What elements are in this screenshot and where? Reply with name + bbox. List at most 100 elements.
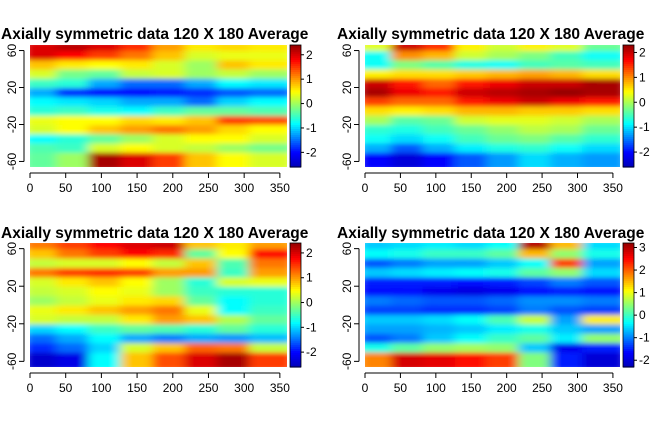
x-tick-label: 50 bbox=[394, 381, 408, 395]
x-tick-label: 200 bbox=[497, 181, 517, 195]
colorbar-segment bbox=[290, 251, 301, 254]
colorbar-segment bbox=[290, 309, 301, 312]
colorbar-segment bbox=[623, 333, 634, 337]
x-tick-label: 50 bbox=[59, 381, 73, 395]
colorbar-segment bbox=[623, 61, 634, 64]
colorbar-segment bbox=[623, 152, 634, 156]
colorbar-segment bbox=[290, 340, 301, 343]
colorbar-segment bbox=[290, 346, 301, 349]
colorbar-tick-label: -1 bbox=[306, 320, 317, 334]
colorbar-segment bbox=[623, 305, 634, 308]
axes: 0 50 100 150 200 250 300 350 -60 -20 20 60 bbox=[340, 242, 623, 395]
colorbar-segment bbox=[623, 158, 634, 162]
colorbar-segment bbox=[290, 164, 301, 168]
colorbar-segment bbox=[623, 296, 634, 300]
colorbar-segment bbox=[623, 338, 634, 341]
x-tick-label: 350 bbox=[603, 381, 623, 395]
x-tick-label: 350 bbox=[270, 181, 290, 195]
colorbar-segment bbox=[290, 116, 301, 119]
heatmap-panel-bottom-right: Axially symmetric data 120 X 180 Average… bbox=[337, 225, 650, 395]
colorbar-frame bbox=[289, 44, 302, 168]
colorbar-segment bbox=[623, 85, 634, 89]
x-tick-label: 150 bbox=[461, 181, 481, 195]
colorbar-segment bbox=[290, 79, 301, 83]
colorbar-segment bbox=[290, 128, 301, 131]
colorbar-segment bbox=[290, 49, 301, 52]
axes: 0 50 100 150 200 250 300 350 -60 -20 20 60 bbox=[340, 44, 623, 195]
colorbar-segment bbox=[623, 346, 634, 349]
colorbar-segment bbox=[623, 87, 634, 91]
colorbar-segment bbox=[623, 309, 634, 312]
colorbar-segment bbox=[290, 150, 301, 154]
colorbar-segment bbox=[290, 352, 301, 356]
colorbar-segment bbox=[623, 47, 634, 50]
y-tick-label: -20 bbox=[5, 115, 19, 133]
y-tick-label: 20 bbox=[5, 279, 19, 293]
x-tick-label: 0 bbox=[362, 181, 369, 195]
colorbar-segment bbox=[623, 321, 634, 325]
x-tick-label: 150 bbox=[127, 381, 147, 395]
colorbar-segment bbox=[623, 130, 634, 134]
colorbar-segment bbox=[623, 116, 634, 119]
x-tick-label: 0 bbox=[362, 381, 369, 395]
colorbar-segment bbox=[623, 67, 634, 70]
x-tick-label: 300 bbox=[567, 181, 587, 195]
colorbar-segment bbox=[623, 164, 634, 168]
colorbar-segment bbox=[290, 333, 301, 337]
y-tick-label: 20 bbox=[340, 279, 354, 293]
colorbar-tick-label: 0 bbox=[306, 296, 313, 310]
colorbar-segment bbox=[623, 276, 634, 279]
colorbar-segment bbox=[290, 364, 301, 368]
colorbar-segment bbox=[623, 89, 634, 93]
panel-title: Axially symmetric data 120 X 180 Average bbox=[337, 225, 645, 242]
colorbar-segment bbox=[623, 284, 634, 287]
colorbar-segment bbox=[623, 315, 634, 318]
colorbar-segment bbox=[623, 122, 634, 125]
colorbar-segment bbox=[623, 55, 634, 58]
colorbar-segment bbox=[290, 154, 301, 158]
colorbar-segment bbox=[290, 267, 301, 271]
x-tick-label: 200 bbox=[497, 381, 517, 395]
colorbar-segment bbox=[623, 292, 634, 296]
colorbar-segment bbox=[290, 327, 301, 331]
colorbar-segment bbox=[623, 286, 634, 290]
colorbar-tick-label: 0 bbox=[306, 97, 313, 111]
colorbar-segment bbox=[623, 51, 634, 54]
colorbar-segment bbox=[290, 122, 301, 125]
colorbar-segment bbox=[290, 274, 301, 277]
colorbar-segment bbox=[290, 108, 301, 111]
colorbar-segment bbox=[290, 67, 301, 70]
colorbar-segment bbox=[290, 261, 301, 265]
colorbar-segment bbox=[623, 124, 634, 127]
colorbar-segment bbox=[623, 280, 634, 283]
colorbar-segment bbox=[623, 274, 634, 277]
axes: 0 50 100 150 200 250 300 350 -60 -20 20 60 bbox=[5, 242, 290, 395]
colorbar-segment bbox=[290, 132, 301, 136]
colorbar-segment bbox=[290, 69, 301, 73]
colorbar-segment bbox=[623, 162, 634, 166]
colorbar-segment bbox=[290, 338, 301, 341]
x-tick-label: 150 bbox=[461, 381, 481, 395]
colorbar-segment bbox=[623, 265, 634, 269]
colorbar-segment bbox=[623, 300, 634, 304]
colorbar-segment bbox=[290, 269, 301, 273]
colorbar-segment bbox=[290, 356, 301, 360]
colorbar-segment bbox=[290, 313, 301, 316]
colorbar-segment bbox=[290, 276, 301, 279]
colorbar-segment bbox=[290, 45, 301, 48]
colorbar-segment bbox=[290, 342, 301, 345]
colorbar-tick-label: 2 bbox=[639, 263, 646, 277]
colorbar-segment bbox=[623, 97, 634, 101]
colorbar-segment bbox=[290, 280, 301, 283]
colorbar-segment bbox=[290, 99, 301, 103]
colorbar-segment bbox=[623, 148, 634, 152]
colorbar-segment bbox=[290, 103, 301, 107]
colorbar-frame bbox=[289, 242, 302, 368]
colorbar-segment bbox=[623, 358, 634, 362]
heatmap-image bbox=[365, 243, 620, 367]
colorbar-segment bbox=[623, 327, 634, 331]
colorbar-segment bbox=[290, 81, 301, 85]
colorbar-segment bbox=[623, 354, 634, 358]
colorbar-segment bbox=[290, 53, 301, 56]
colorbar-segment bbox=[290, 152, 301, 156]
